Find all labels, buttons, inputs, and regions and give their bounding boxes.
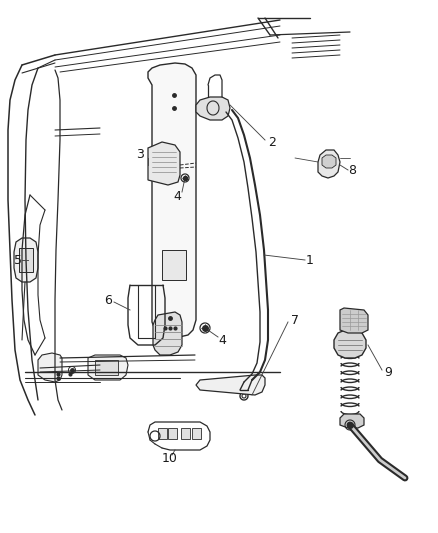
- Polygon shape: [153, 312, 182, 355]
- Polygon shape: [95, 360, 118, 375]
- Text: 7: 7: [291, 313, 299, 327]
- FancyBboxPatch shape: [158, 427, 166, 439]
- Polygon shape: [14, 238, 38, 282]
- Text: 1: 1: [306, 254, 314, 266]
- Text: 5: 5: [14, 254, 22, 266]
- Polygon shape: [322, 155, 336, 168]
- Polygon shape: [340, 308, 368, 333]
- Polygon shape: [19, 248, 33, 272]
- Text: 8: 8: [348, 164, 356, 176]
- Polygon shape: [38, 353, 62, 382]
- Text: 10: 10: [162, 451, 178, 464]
- Text: 4: 4: [173, 190, 181, 203]
- Text: 4: 4: [218, 334, 226, 346]
- Polygon shape: [196, 97, 230, 120]
- FancyBboxPatch shape: [191, 427, 201, 439]
- FancyBboxPatch shape: [167, 427, 177, 439]
- Polygon shape: [334, 330, 366, 358]
- Text: 6: 6: [104, 294, 112, 306]
- FancyBboxPatch shape: [180, 427, 190, 439]
- Text: 9: 9: [384, 366, 392, 378]
- Polygon shape: [162, 250, 186, 280]
- Polygon shape: [88, 355, 128, 380]
- Polygon shape: [318, 150, 340, 178]
- Text: 3: 3: [136, 149, 144, 161]
- Polygon shape: [148, 142, 180, 185]
- Polygon shape: [196, 375, 265, 395]
- Text: 2: 2: [268, 135, 276, 149]
- Polygon shape: [340, 414, 364, 428]
- Polygon shape: [148, 63, 196, 338]
